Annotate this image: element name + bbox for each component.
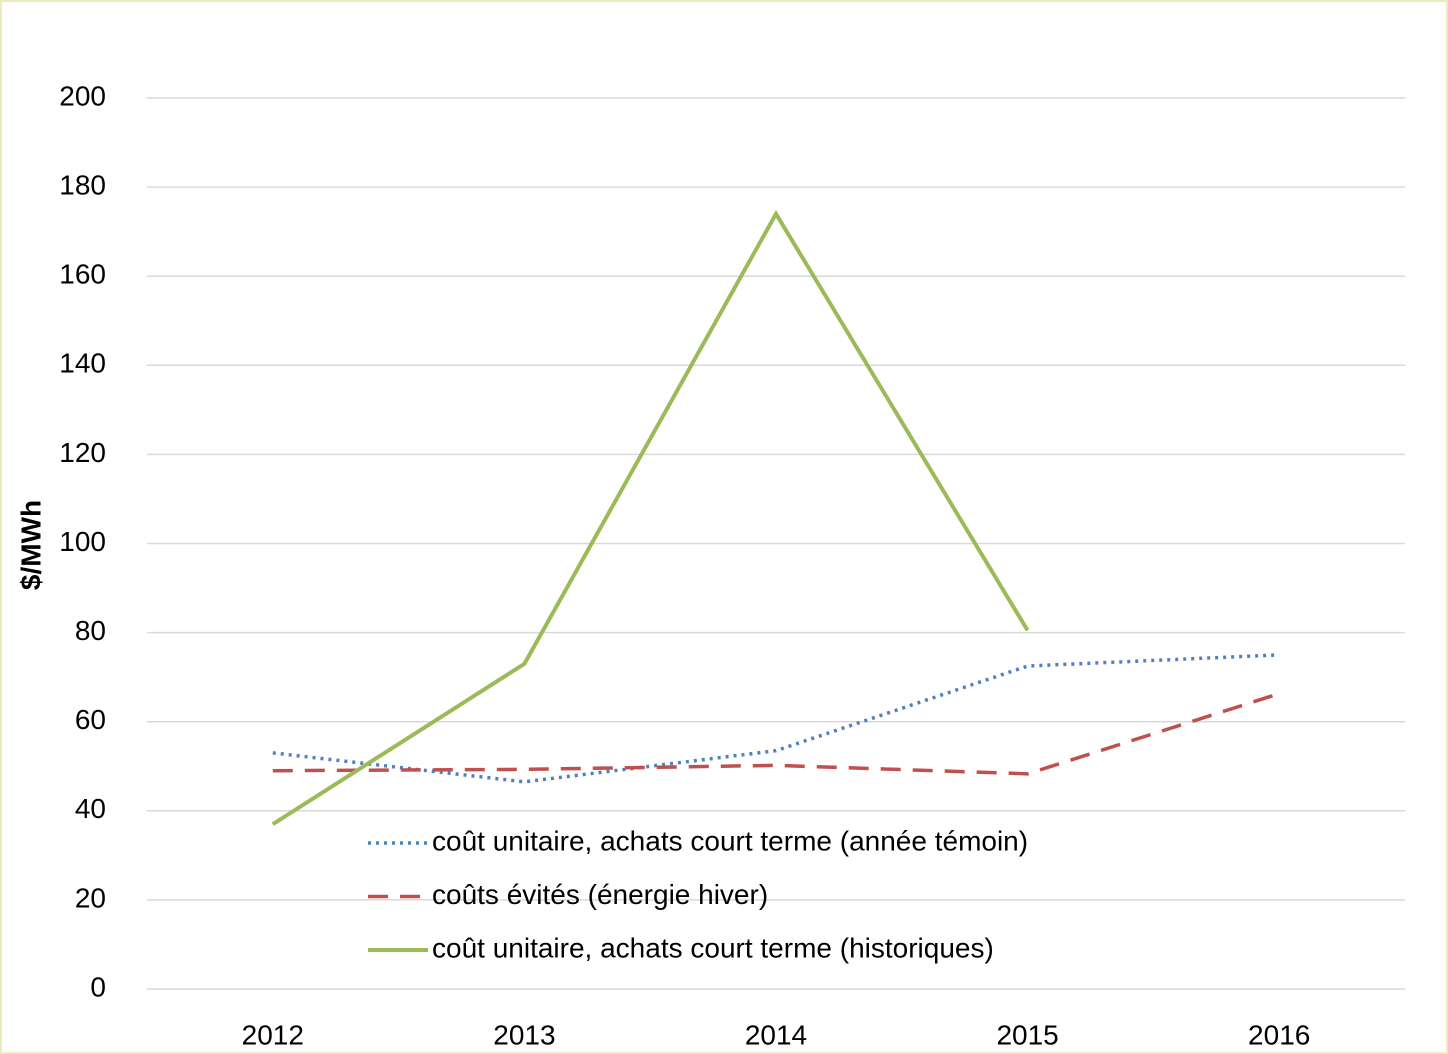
y-tick-label: 20 bbox=[75, 882, 106, 913]
y-tick-label: 60 bbox=[75, 704, 106, 735]
series-line bbox=[272, 691, 1280, 776]
y-tick-label: 140 bbox=[59, 348, 106, 379]
y-tick-label: 180 bbox=[59, 169, 106, 200]
y-tick-label: 120 bbox=[59, 437, 106, 468]
series-line bbox=[271, 209, 1030, 826]
y-tick-label: 200 bbox=[59, 80, 106, 111]
y-tick-label: 100 bbox=[59, 526, 106, 557]
legend-label: coûts évités (énergie hiver) bbox=[432, 879, 768, 910]
x-tick-label: 2012 bbox=[242, 1019, 304, 1050]
x-tick-label: 2016 bbox=[1248, 1019, 1310, 1050]
y-tick-label: 160 bbox=[59, 259, 106, 290]
y-tick-label: 40 bbox=[75, 793, 106, 824]
y-tick-label: 80 bbox=[75, 615, 106, 646]
series-line bbox=[272, 653, 1280, 784]
x-tick-label: 2014 bbox=[745, 1019, 807, 1050]
y-axis-label: $/MWh bbox=[15, 500, 46, 590]
legend-label: coût unitaire, achats court terme (année… bbox=[432, 825, 1028, 856]
x-tick-label: 2013 bbox=[493, 1019, 555, 1050]
legend-label: coût unitaire, achats court terme (histo… bbox=[432, 932, 994, 963]
x-tick-label: 2015 bbox=[996, 1019, 1058, 1050]
y-tick-label: 0 bbox=[90, 971, 106, 1002]
